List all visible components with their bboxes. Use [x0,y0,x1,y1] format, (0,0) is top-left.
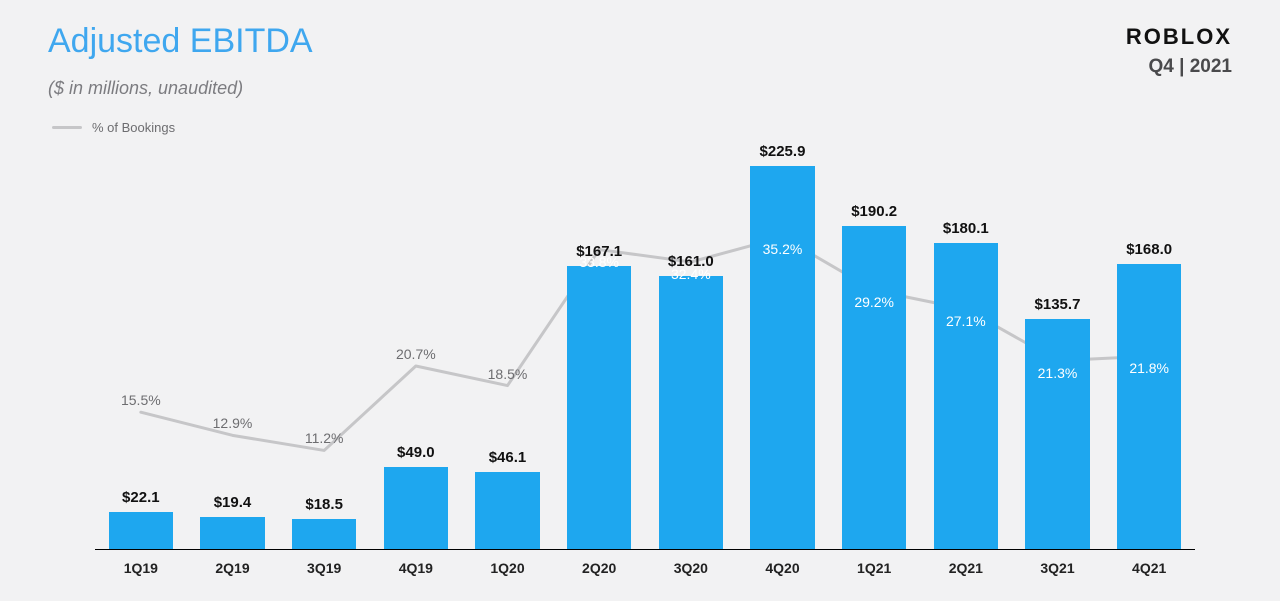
bar-value-label: $190.2 [829,203,919,220]
bar-value-label: $135.7 [1013,296,1103,313]
bar-value-label: $19.4 [188,494,278,511]
bar-value-label: $18.5 [279,496,369,513]
pct-label: 35.2% [731,241,834,257]
x-axis-label: 1Q20 [475,560,539,576]
pct-label: 12.9% [181,415,284,431]
chart-column: $225.935.2% [750,150,814,550]
pct-label: 32.4% [640,266,743,282]
bar-value-label: $22.1 [96,489,186,506]
bar [750,166,814,551]
x-axis-labels: 1Q19 2Q19 3Q19 4Q19 1Q20 2Q20 3Q20 4Q20 1Q21 2Q21… [95,550,1195,580]
x-axis-label: 4Q20 [750,560,814,576]
pct-label: 27.1% [915,313,1018,329]
pct-label: 20.7% [365,346,468,362]
pct-label: 11.2% [273,430,376,446]
chart-column: $161.032.4% [659,150,723,550]
bar [292,519,356,550]
chart-column: $180.127.1% [934,150,998,550]
bar [200,517,264,550]
x-axis-label: 1Q19 [109,560,173,576]
pct-label: 21.8% [1098,360,1201,376]
bar [475,472,539,550]
x-axis-label: 2Q20 [567,560,631,576]
bar [1117,264,1181,550]
chart-column: $19.412.9% [200,150,264,550]
bar [934,243,998,550]
bar [659,276,723,550]
bar-value-label: $49.0 [371,444,461,461]
bar [842,226,906,550]
legend-line-label: % of Bookings [92,120,175,135]
report-period: Q4 | 2021 [1149,56,1233,78]
x-axis-label: 3Q20 [659,560,723,576]
chart-column: $135.721.3% [1025,150,1089,550]
chart-column: $168.021.8% [1117,150,1181,550]
brand-logo: ROBLOX [1126,24,1232,50]
chart-column: $18.511.2% [292,150,356,550]
pct-label: 21.3% [1006,365,1109,381]
x-axis-label: 2Q21 [934,560,998,576]
x-axis-label: 3Q21 [1025,560,1089,576]
bar [1025,319,1089,550]
chart-column: $190.229.2% [842,150,906,550]
slide: Adjusted EBITDA ($ in millions, unaudite… [0,0,1280,601]
bar-value-label: $180.1 [921,220,1011,237]
chart-column: $22.115.5% [109,150,173,550]
bar-value-label: $46.1 [463,449,553,466]
pct-label: 18.5% [456,366,559,382]
legend-line-swatch [52,126,82,129]
page-title: Adjusted EBITDA [48,22,313,61]
bar-value-label: $168.0 [1104,241,1194,258]
pct-label: 29.2% [823,294,926,310]
x-axis-label: 4Q19 [384,560,448,576]
page-subtitle: ($ in millions, unaudited) [48,78,243,99]
chart-column: $167.133.8% [567,150,631,550]
x-axis-label: 1Q21 [842,560,906,576]
legend: % of Bookings [52,120,175,135]
x-axis-label: 3Q19 [292,560,356,576]
bar [567,266,631,550]
chart-column: $46.118.5% [475,150,539,550]
bar [109,512,173,550]
bar [384,467,448,550]
pct-label: 33.8% [548,254,651,270]
chart-column: $49.020.7% [384,150,448,550]
pct-label: 15.5% [90,392,193,408]
bar-value-label: $225.9 [738,143,828,160]
x-axis-label: 4Q21 [1117,560,1181,576]
x-axis-label: 2Q19 [200,560,264,576]
ebitda-chart: $22.115.5%$19.412.9%$18.511.2%$49.020.7%… [95,150,1195,550]
